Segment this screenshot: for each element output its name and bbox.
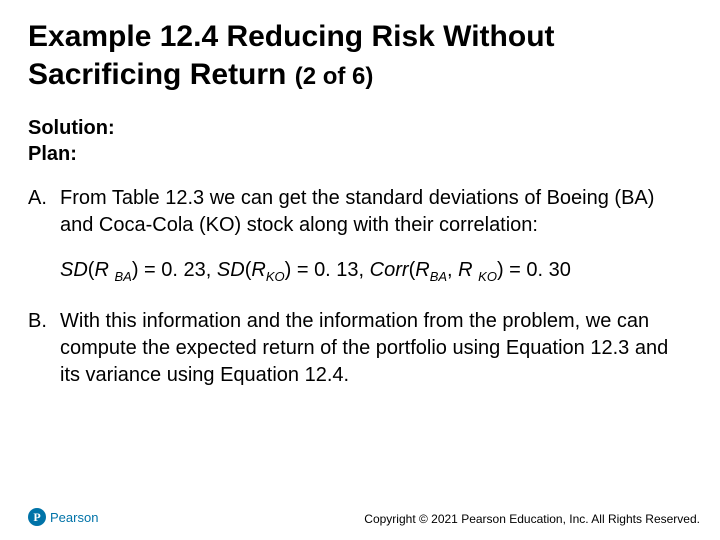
title-sub: (2 of 6)	[295, 63, 374, 90]
corr-fn: Corr	[370, 259, 409, 281]
slide: Example 12.4 Reducing Risk Without Sacri…	[0, 0, 720, 540]
pearson-logo: P Pearson	[28, 508, 98, 526]
r-3: R	[415, 259, 429, 281]
r-4: R	[458, 259, 472, 281]
pearson-logo-text: Pearson	[50, 510, 98, 525]
copyright-text: Copyright © 2021 Pearson Education, Inc.…	[364, 512, 700, 526]
item-a-marker: A.	[28, 185, 47, 212]
sd-fn-1: SD	[60, 259, 88, 281]
slide-title: Example 12.4 Reducing Risk Without Sacri…	[28, 18, 692, 93]
ko-sub-2: KO	[478, 269, 497, 284]
ko-sub-1: KO	[266, 269, 285, 284]
solution-label: Solution:	[28, 115, 692, 141]
r-1: R	[94, 259, 108, 281]
logo-mark-letter: P	[33, 510, 40, 525]
item-a: A. From Table 12.3 we can get the standa…	[28, 185, 692, 239]
item-a-text: From Table 12.3 we can get the standard …	[60, 187, 654, 236]
r-2: R	[251, 259, 265, 281]
solution-plan-labels: Solution: Plan:	[28, 115, 692, 167]
plan-label: Plan:	[28, 141, 692, 167]
sd-fn-2: SD	[217, 259, 245, 281]
ba-sub-2: BA	[430, 269, 447, 284]
sd-ko-val: 0. 13	[314, 259, 358, 281]
item-b-text: With this information and the informatio…	[60, 310, 668, 386]
corr-val: 0. 30	[526, 259, 570, 281]
pearson-logo-icon: P	[28, 508, 46, 526]
formula-line: SD(R BA) = 0. 23, SD(RKO) = 0. 13, Corr(…	[60, 257, 692, 286]
footer: P Pearson Copyright © 2021 Pearson Educa…	[28, 508, 700, 526]
item-b: B. With this information and the informa…	[28, 308, 692, 389]
ba-sub-1: BA	[114, 269, 131, 284]
item-b-marker: B.	[28, 308, 47, 335]
sd-ba-val: 0. 23	[161, 259, 205, 281]
title-main: Example 12.4 Reducing Risk Without Sacri…	[28, 20, 555, 91]
